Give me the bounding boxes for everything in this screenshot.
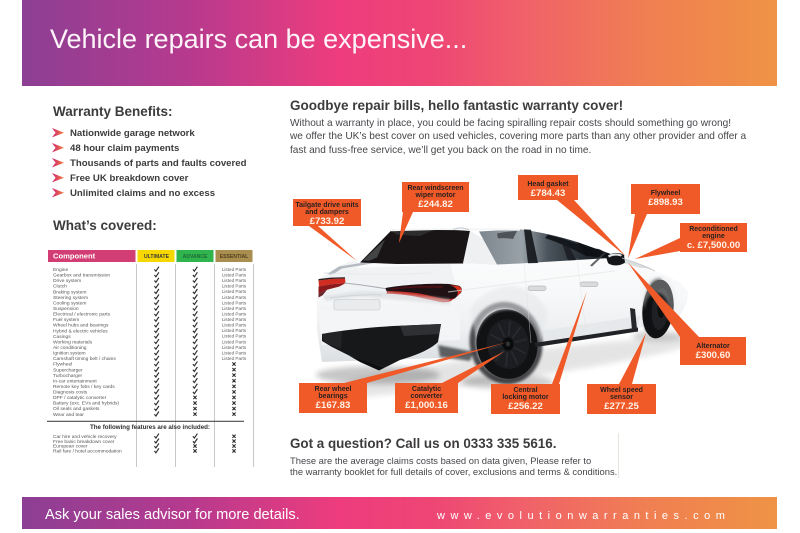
- svg-text:Rail fare / hotel accommodatio: Rail fare / hotel accommodation: [53, 449, 122, 455]
- svg-text:Listed Parts: Listed Parts: [222, 345, 247, 350]
- svg-text:Component: Component: [53, 252, 96, 261]
- svg-text:Flywheel: Flywheel: [53, 362, 72, 368]
- svg-text:Listed Parts: Listed Parts: [222, 284, 247, 289]
- svg-text:Listed Parts: Listed Parts: [222, 323, 247, 328]
- svg-text:Battery (exc. EVs and hybrids): Battery (exc. EVs and hybrids): [53, 401, 119, 407]
- svg-text:Turbocharger: Turbocharger: [53, 373, 83, 379]
- svg-text:European cover: European cover: [53, 444, 88, 450]
- svg-text:Diagnosis costs: Diagnosis costs: [53, 390, 88, 396]
- svg-text:Listed Parts: Listed Parts: [222, 278, 247, 283]
- svg-text:Listed Parts: Listed Parts: [222, 334, 247, 339]
- svg-text:Suspension: Suspension: [53, 306, 79, 312]
- svg-text:In-car entertainment: In-car entertainment: [53, 378, 97, 384]
- svg-text:Listed Parts: Listed Parts: [222, 339, 247, 344]
- svg-text:Car hire and vehicle recovery: Car hire and vehicle recovery: [53, 434, 117, 440]
- svg-text:Listed Parts: Listed Parts: [222, 351, 247, 356]
- svg-text:Ignition system: Ignition system: [53, 351, 86, 357]
- svg-text:Air conditioning: Air conditioning: [53, 345, 87, 351]
- svg-text:Drive system: Drive system: [53, 278, 81, 284]
- svg-text:ESSENTIAL: ESSENTIAL: [220, 254, 249, 260]
- svg-text:Wheel hubs and bearings: Wheel hubs and bearings: [53, 323, 109, 329]
- svg-text:Fuel system: Fuel system: [53, 317, 79, 323]
- svg-text:DPF / catalytic converter: DPF / catalytic converter: [53, 395, 107, 401]
- svg-text:Camshaft timing belt / chains: Camshaft timing belt / chains: [53, 356, 116, 362]
- svg-text:Listed Parts: Listed Parts: [222, 317, 247, 322]
- svg-text:Free basic breakdown cover: Free basic breakdown cover: [53, 439, 115, 445]
- svg-text:Listed Parts: Listed Parts: [222, 328, 247, 333]
- svg-text:Listed Parts: Listed Parts: [222, 267, 247, 272]
- svg-text:ULTIMATE: ULTIMATE: [144, 254, 170, 260]
- svg-text:ADVANCE: ADVANCE: [183, 254, 208, 260]
- svg-text:Listed Parts: Listed Parts: [222, 312, 247, 317]
- svg-text:Listed Parts: Listed Parts: [222, 273, 247, 278]
- svg-text:Gearbox and transmission: Gearbox and transmission: [53, 273, 110, 279]
- svg-text:Braking system: Braking system: [53, 289, 86, 295]
- svg-text:Listed Parts: Listed Parts: [222, 306, 247, 311]
- svg-text:Working materials: Working materials: [53, 339, 93, 345]
- svg-text:The following features are als: The following features are also included…: [90, 424, 210, 431]
- svg-text:Supercharger: Supercharger: [53, 367, 83, 373]
- svg-text:Casings: Casings: [53, 334, 71, 340]
- svg-text:Hybrid & electric vehicles: Hybrid & electric vehicles: [53, 328, 108, 334]
- svg-text:Listed Parts: Listed Parts: [222, 289, 247, 294]
- svg-text:Engine: Engine: [53, 267, 69, 273]
- svg-text:Listed Parts: Listed Parts: [222, 295, 247, 300]
- svg-text:Wear and tear: Wear and tear: [53, 412, 84, 418]
- svg-text:Cooling system: Cooling system: [53, 300, 86, 306]
- svg-text:Clutch: Clutch: [53, 284, 67, 290]
- svg-text:Oil seals and gaskets: Oil seals and gaskets: [53, 406, 100, 412]
- svg-text:Remote key fobs / key cards: Remote key fobs / key cards: [53, 384, 115, 390]
- svg-text:Listed Parts: Listed Parts: [222, 300, 247, 305]
- svg-text:Listed Parts: Listed Parts: [222, 356, 247, 361]
- svg-text:Steering system: Steering system: [53, 295, 88, 301]
- svg-text:Electrical / electronic parts: Electrical / electronic parts: [53, 312, 111, 318]
